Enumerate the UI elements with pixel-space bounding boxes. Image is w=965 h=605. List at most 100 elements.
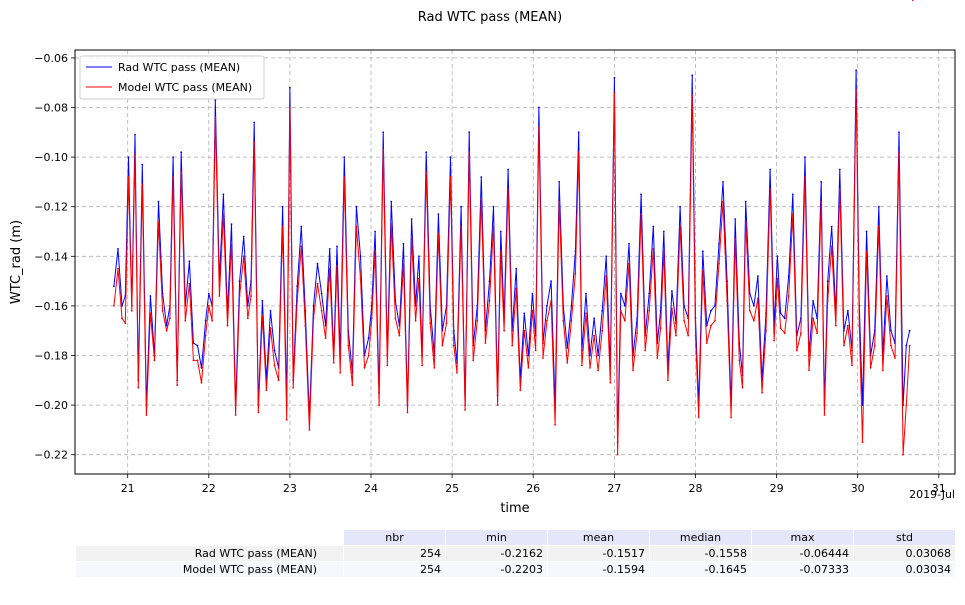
model-data-point xyxy=(134,153,136,156)
x-tick-label: 30 xyxy=(851,482,865,495)
rad-data-point xyxy=(826,280,829,282)
rad-data-point xyxy=(905,344,908,347)
model-data-point xyxy=(176,384,179,387)
plot-frame xyxy=(74,49,956,475)
chart-title: Rad WTC pass (MEAN) xyxy=(418,10,562,25)
model-data-point xyxy=(149,312,152,315)
stats-row-model: Model WTC pass (MEAN) 254 -0.2203 -0.159… xyxy=(75,561,956,578)
model-data-point xyxy=(890,344,892,347)
model-data-point xyxy=(429,322,432,325)
rad-data-point xyxy=(196,344,199,347)
y-tick-label: −0.06 xyxy=(34,52,68,65)
model-data-point xyxy=(865,250,868,253)
model-data-point xyxy=(581,364,583,367)
rad-data-point xyxy=(628,243,630,245)
model-data-point xyxy=(382,148,385,151)
model-data-point xyxy=(476,319,479,322)
model-data-point xyxy=(157,220,160,223)
legend-label-model: Model WTC pass (MEAN) xyxy=(118,81,252,94)
model-data-point xyxy=(410,238,413,240)
model-data-point xyxy=(137,386,140,389)
y-tick-label: −0.14 xyxy=(34,250,68,263)
model-data-point xyxy=(273,364,276,367)
rad-data-point xyxy=(488,280,491,282)
model-data-point xyxy=(332,362,335,364)
model-data-point xyxy=(558,200,561,203)
stats-cell-mean: -0.1594 xyxy=(547,561,650,578)
model-data-point xyxy=(779,327,782,330)
rad-data-point xyxy=(671,290,673,292)
rad-data-point xyxy=(320,292,323,295)
rad-data-point xyxy=(207,292,210,295)
model-data-point xyxy=(398,334,401,337)
model-data-point xyxy=(261,314,264,317)
y-axis: −0.06 −0.08 −0.10 −0.12 −0.14 −0.16 −0.18 −0.20… xyxy=(34,52,75,462)
model-data-point xyxy=(718,262,720,265)
model-data-point xyxy=(908,344,911,347)
rad-data-point xyxy=(230,223,233,226)
stats-cell-median: -0.1558 xyxy=(649,545,752,562)
stats-col-mean: mean xyxy=(547,529,650,546)
rad-data-point xyxy=(722,181,724,183)
model-data-point xyxy=(250,295,252,297)
model-data-point xyxy=(300,245,303,248)
model-data-point xyxy=(211,319,214,322)
model-data-point xyxy=(433,367,436,369)
model-data-point xyxy=(701,270,704,273)
rad-data-point xyxy=(238,280,241,282)
rad-data-point xyxy=(269,309,272,312)
rad-data-point xyxy=(200,367,203,369)
x-axis: 21 22 23 24 25 26 27 28 29 30 31 xyxy=(121,474,946,495)
model-data-point xyxy=(593,334,595,337)
stats-row-label: Rad WTC pass (MEAN) xyxy=(75,545,344,562)
rad-data-point xyxy=(157,200,160,203)
rad-data-point xyxy=(558,181,561,183)
rad-data-point xyxy=(714,305,716,307)
model-data-point xyxy=(722,200,724,203)
model-data-point xyxy=(196,359,199,362)
model-data-point xyxy=(165,329,168,332)
model-data-point xyxy=(222,213,225,216)
rad-data-point xyxy=(546,305,548,307)
model-data-point xyxy=(538,126,540,129)
stats-col-min: min xyxy=(445,529,548,546)
rad-data-point xyxy=(204,319,207,322)
x-tick-label: 29 xyxy=(770,482,784,495)
rad-data-point xyxy=(838,168,841,171)
model-data-point xyxy=(554,424,556,426)
model-data-point xyxy=(246,317,249,320)
model-data-point xyxy=(808,369,810,372)
rad-data-point xyxy=(787,275,790,277)
model-data-point xyxy=(145,414,148,416)
model-data-point xyxy=(902,453,904,456)
model-data-point xyxy=(714,319,716,322)
rad-data-point xyxy=(289,86,291,89)
model-data-point xyxy=(744,220,747,223)
model-data-point xyxy=(347,344,350,347)
model-data-point xyxy=(679,225,681,228)
model-data-point xyxy=(648,309,651,312)
model-data-point xyxy=(519,389,522,392)
model-data-point xyxy=(172,176,175,178)
rad-data-point xyxy=(316,262,319,265)
rad-data-point xyxy=(820,181,823,183)
rad-data-point xyxy=(877,205,880,208)
rad-data-point xyxy=(570,305,573,307)
rad-data-point xyxy=(613,76,616,79)
y-tick-label: −0.10 xyxy=(34,151,68,164)
model-data-point xyxy=(710,324,712,327)
model-data-point xyxy=(826,300,829,302)
rad-data-point xyxy=(640,193,642,196)
rad-data-point xyxy=(605,255,608,258)
model-data-point xyxy=(550,300,552,302)
model-data-point xyxy=(787,295,790,297)
rad-data-point xyxy=(597,354,599,357)
rad-data-point xyxy=(648,292,651,295)
stats-col-median: median xyxy=(649,529,752,546)
model-data-point xyxy=(534,349,537,352)
rad-data-point xyxy=(744,200,747,203)
rad-data-point xyxy=(908,329,911,332)
rad-data-point xyxy=(865,230,868,233)
model-data-point xyxy=(121,317,123,320)
model-data-point xyxy=(367,354,370,357)
